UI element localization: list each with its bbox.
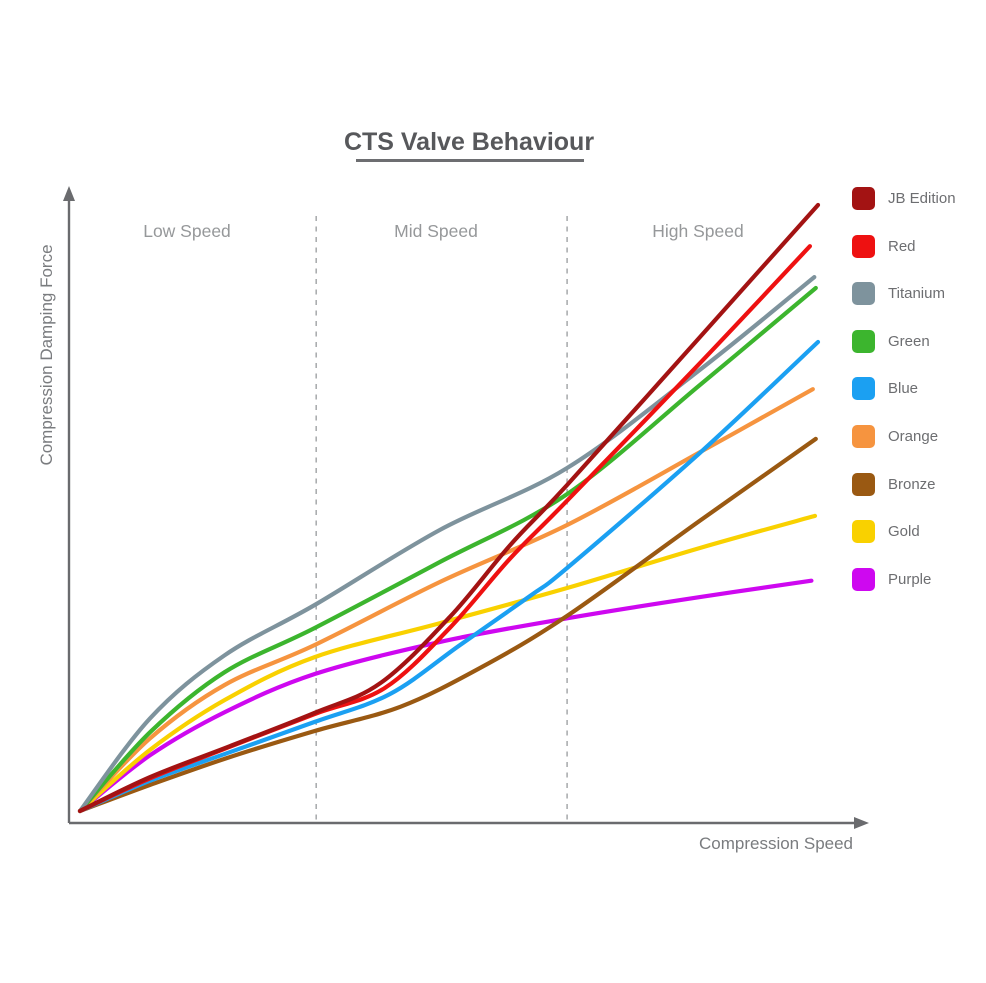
legend-label: Gold xyxy=(888,523,920,541)
legend-swatch-icon xyxy=(852,329,875,353)
series-line-titanium xyxy=(77,275,817,814)
legend-item: Gold xyxy=(852,520,956,544)
legend-item: Green xyxy=(852,329,956,353)
series-line-jb-edition xyxy=(77,202,821,814)
legend-swatch-icon xyxy=(852,567,875,591)
legend-swatch-icon xyxy=(852,424,875,448)
region-label: Mid Speed xyxy=(394,221,478,241)
series-line-purple xyxy=(77,578,814,814)
legend-label: Red xyxy=(888,237,916,255)
legend-label: Orange xyxy=(888,427,939,445)
x-axis-arrow-icon xyxy=(854,817,869,829)
legend-item: Blue xyxy=(852,377,956,401)
x-axis-label: Compression Speed xyxy=(698,834,854,853)
legend-label: Purple xyxy=(888,570,932,588)
chart-legend: JB Edition Red Titanium Green Blue Orange Bron… xyxy=(852,187,956,591)
legend-swatch-icon xyxy=(852,187,875,210)
series-line-green xyxy=(77,285,818,814)
legend-swatch-icon xyxy=(852,520,875,544)
title-underline xyxy=(356,159,584,162)
series-line-orange xyxy=(77,387,815,814)
legend-label: Bronze xyxy=(888,475,936,493)
legend-label: Blue xyxy=(888,380,919,398)
region-label: Low Speed xyxy=(143,221,231,241)
legend-label: Titanium xyxy=(888,285,945,303)
y-axis-arrow-icon xyxy=(63,186,75,201)
legend-swatch-icon xyxy=(852,234,875,258)
legend-swatch-icon xyxy=(852,472,875,496)
legend-item: JB Edition xyxy=(852,187,956,210)
legend-item: Purple xyxy=(852,567,956,591)
chart-title: CTS Valve Behaviour xyxy=(343,128,595,156)
legend-label: JB Edition xyxy=(888,190,956,207)
legend-item: Orange xyxy=(852,424,956,448)
legend-item: Red xyxy=(852,234,956,258)
region-label: High Speed xyxy=(652,221,744,241)
legend-swatch-icon xyxy=(852,377,875,401)
legend-item: Titanium xyxy=(852,282,956,306)
legend-item: Bronze xyxy=(852,472,956,496)
legend-label: Green xyxy=(888,332,930,350)
series-line-bronze xyxy=(77,436,818,814)
series-line-gold xyxy=(77,513,818,814)
legend-swatch-icon xyxy=(852,282,875,306)
series-line-blue xyxy=(77,339,821,814)
